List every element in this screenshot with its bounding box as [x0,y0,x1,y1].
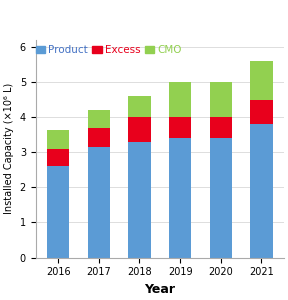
Bar [169,138,191,258]
Bar [210,82,232,117]
Bar [169,82,191,117]
Bar [250,61,272,100]
Legend: Product, Excess, CMO: Product, Excess, CMO [36,45,182,56]
Bar [47,149,69,167]
Bar [210,117,232,138]
Bar [88,147,110,258]
Bar [169,117,191,138]
Bar [250,124,272,258]
Bar [210,138,232,258]
Bar [88,128,110,147]
Bar [128,142,151,258]
X-axis label: Year: Year [144,283,175,296]
Bar [128,96,151,117]
Bar [47,130,69,149]
Y-axis label: Installed Capacity (×10⁶ L): Installed Capacity (×10⁶ L) [4,83,14,214]
Bar [88,110,110,128]
Bar [47,167,69,258]
Bar [128,117,151,142]
Bar [250,100,272,124]
